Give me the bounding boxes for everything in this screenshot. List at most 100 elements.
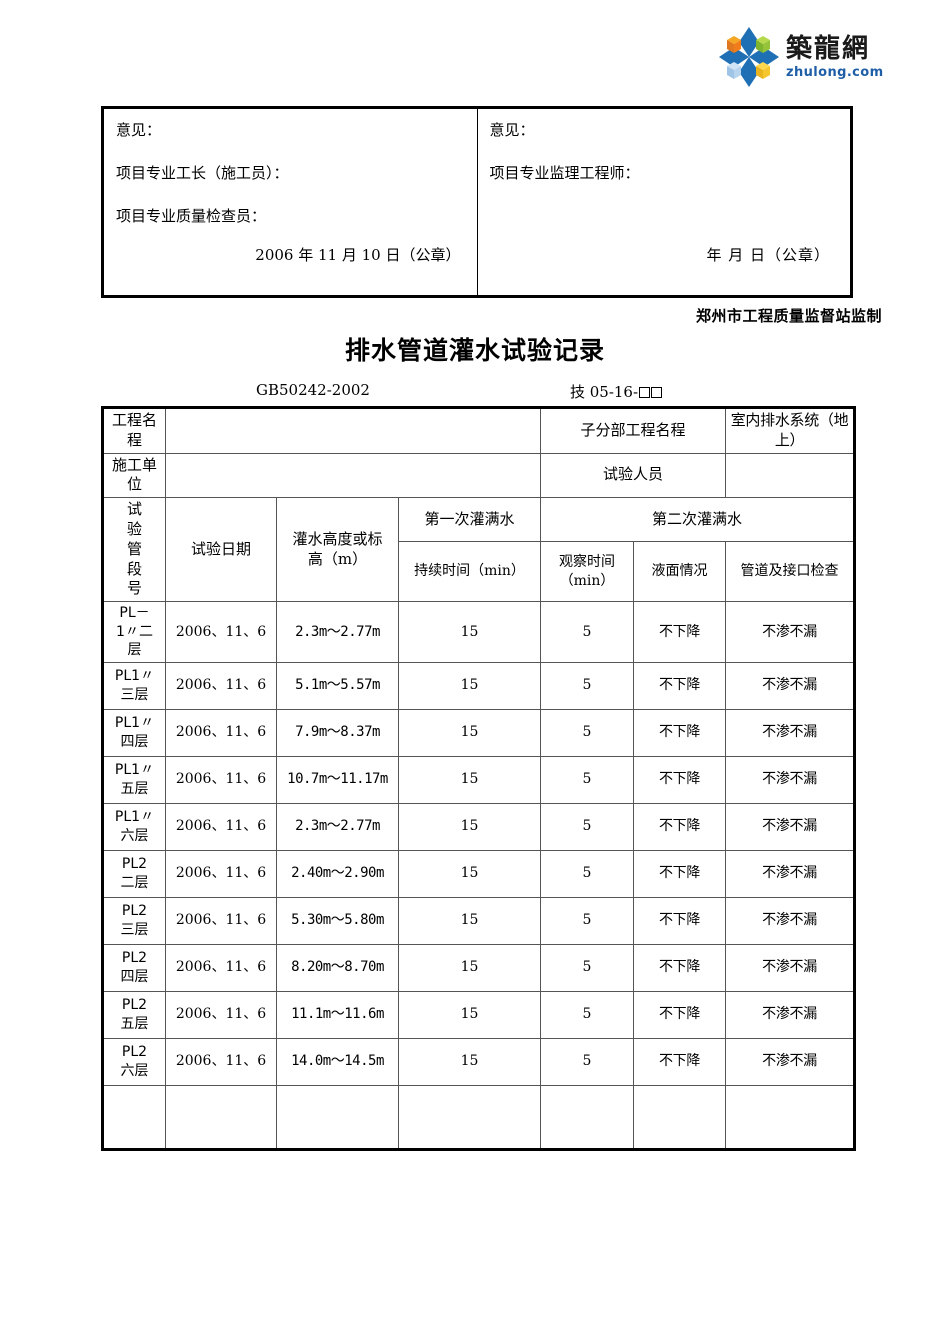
cell-surface-state[interactable]: 不下降	[633, 990, 727, 1039]
cell-pipe-joint-check[interactable]: 不渗不漏	[725, 943, 855, 992]
cell-pipe-joint-check[interactable]: 不渗不漏	[725, 896, 855, 945]
project-name-value[interactable]	[164, 407, 542, 454]
construction-unit-label: 施工单位	[102, 452, 166, 499]
cell-duration[interactable]	[397, 1084, 542, 1150]
cell-test-date[interactable]: 2006、11、6	[165, 661, 277, 710]
cell-water-height[interactable]: 5.30m～5.80m	[276, 896, 399, 945]
cell-duration[interactable]: 15	[397, 896, 542, 945]
logo-domain-text: zhulong.com	[786, 64, 884, 80]
table-row: PL1〃 六层 2006、11、6 2.3m～2.77m 15 5 不下降 不渗不…	[102, 802, 855, 851]
cell-water-height[interactable]: 14.0m～14.5m	[276, 1037, 399, 1086]
col-header-duration: 持续时间（min）	[398, 541, 542, 603]
cell-test-date[interactable]: 2006、11、6	[165, 708, 277, 757]
cell-observe-time[interactable]: 5	[540, 661, 635, 710]
cell-segment-no[interactable]: PL2 二层	[102, 849, 166, 898]
cell-duration[interactable]: 15	[397, 601, 542, 663]
cell-test-date[interactable]: 2006、11、6	[165, 896, 277, 945]
cell-test-date[interactable]: 2006、11、6	[165, 802, 277, 851]
cell-observe-time[interactable]: 5	[540, 708, 635, 757]
signature-cell-supervision: 意见： 项目专业监理工程师： 年 月 日（公章）	[478, 109, 851, 295]
cell-duration[interactable]: 15	[397, 1037, 542, 1086]
cell-water-height[interactable]: 5.1m～5.57m	[276, 661, 399, 710]
cell-surface-state[interactable]: 不下降	[633, 896, 727, 945]
cell-duration[interactable]: 15	[397, 943, 542, 992]
form-code-prefix: 技 05-16-	[569, 383, 639, 401]
cell-surface-state[interactable]: 不下降	[633, 849, 727, 898]
cell-water-height[interactable]: 2.3m～2.77m	[276, 802, 399, 851]
cell-pipe-joint-check[interactable]: 不渗不漏	[725, 990, 855, 1039]
col-header-pipe-joint-check: 管道及接口检查	[725, 541, 855, 603]
cell-pipe-joint-check[interactable]: 不渗不漏	[725, 708, 855, 757]
cell-test-date[interactable]: 2006、11、6	[165, 755, 277, 804]
cell-duration[interactable]: 15	[397, 708, 542, 757]
table-row: PL2 二层 2006、11、6 2.40m～2.90m 15 5 不下降 不渗不…	[102, 849, 855, 898]
cell-surface-state[interactable]: 不下降	[633, 708, 727, 757]
cell-surface-state[interactable]: 不下降	[633, 755, 727, 804]
cell-pipe-joint-check[interactable]: 不渗不漏	[725, 601, 855, 663]
cell-segment-no[interactable]: PL1〃 五层	[102, 755, 166, 804]
col-header-water-height: 灌水高度或标 高（m）	[276, 497, 399, 603]
cell-test-date[interactable]: 2006、11、6	[165, 943, 277, 992]
form-code-blank-2[interactable]	[651, 387, 663, 398]
opinion-label-right: 意见：	[489, 121, 535, 139]
cell-water-height[interactable]: 2.40m～2.90m	[276, 849, 399, 898]
cell-water-height[interactable]: 7.9m～8.37m	[276, 708, 399, 757]
tester-label: 试验人员	[540, 452, 727, 499]
cell-surface-state[interactable]: 不下降	[633, 661, 727, 710]
cell-surface-state[interactable]: 不下降	[633, 1037, 727, 1086]
cell-segment-no[interactable]: PL2 四层	[102, 943, 166, 992]
cell-segment-no[interactable]: PL2 五层	[102, 990, 166, 1039]
cell-water-height[interactable]: 8.20m～8.70m	[276, 943, 399, 992]
cell-observe-time[interactable]: 5	[540, 802, 635, 851]
cell-water-height[interactable]: 2.3m～2.77m	[276, 601, 399, 663]
sub-project-value[interactable]: 室内排水系统（地上）	[725, 407, 855, 454]
role-supervising-engineer-label: 项目专业监理工程师：	[489, 164, 640, 182]
cell-pipe-joint-check[interactable]	[725, 1084, 855, 1150]
cell-duration[interactable]: 15	[397, 661, 542, 710]
cell-duration[interactable]: 15	[397, 802, 542, 851]
cell-water-height[interactable]: 10.7m～11.17m	[276, 755, 399, 804]
cell-pipe-joint-check[interactable]: 不渗不漏	[725, 1037, 855, 1086]
table-row: PL1〃 四层 2006、11、6 7.9m～8.37m 15 5 不下降 不渗不…	[102, 708, 855, 757]
cell-water-height[interactable]: 11.1m～11.6m	[276, 990, 399, 1039]
cell-observe-time[interactable]: 5	[540, 849, 635, 898]
zhulong-flower-logo-icon	[718, 26, 780, 88]
cell-segment-no[interactable]: PL1〃 三层	[102, 661, 166, 710]
cell-observe-time[interactable]: 5	[540, 1037, 635, 1086]
table-row: PL2 三层 2006、11、6 5.30m～5.80m 15 5 不下降 不渗不…	[102, 896, 855, 945]
cell-pipe-joint-check[interactable]: 不渗不漏	[725, 755, 855, 804]
cell-duration[interactable]: 15	[397, 990, 542, 1039]
cell-pipe-joint-check[interactable]: 不渗不漏	[725, 661, 855, 710]
cell-surface-state[interactable]: 不下降	[633, 802, 727, 851]
cell-surface-state[interactable]	[633, 1084, 727, 1150]
cell-segment-no[interactable]: PL2 三层	[102, 896, 166, 945]
cell-observe-time[interactable]: 5	[540, 896, 635, 945]
cell-test-date[interactable]: 2006、11、6	[165, 601, 277, 663]
cell-segment-no[interactable]	[102, 1084, 166, 1150]
cell-water-height[interactable]	[276, 1084, 399, 1150]
cell-surface-state[interactable]: 不下降	[633, 601, 727, 663]
cell-segment-no[interactable]: PL1〃 四层	[102, 708, 166, 757]
cell-test-date[interactable]: 2006、11、6	[165, 1037, 277, 1086]
cell-observe-time[interactable]: 5	[540, 755, 635, 804]
cell-test-date[interactable]: 2006、11、6	[165, 990, 277, 1039]
cell-segment-no[interactable]: PL2 六层	[102, 1037, 166, 1086]
cell-segment-no[interactable]: PL1〃 六层	[102, 802, 166, 851]
cell-test-date[interactable]	[165, 1084, 277, 1150]
cell-observe-time[interactable]	[540, 1084, 635, 1150]
cell-observe-time[interactable]: 5	[540, 943, 635, 992]
tester-value[interactable]	[725, 452, 855, 499]
cell-pipe-joint-check[interactable]: 不渗不漏	[725, 802, 855, 851]
cell-test-date[interactable]: 2006、11、6	[165, 849, 277, 898]
signature-date-right: 年 月 日（公章）	[706, 246, 830, 264]
form-code-blank-1[interactable]	[639, 387, 651, 398]
signature-cell-construction: 意见： 项目专业工长（施工员）： 项目专业质量检查员： 2006 年 11 月 …	[104, 109, 478, 295]
cell-pipe-joint-check[interactable]: 不渗不漏	[725, 849, 855, 898]
cell-duration[interactable]: 15	[397, 755, 542, 804]
cell-surface-state[interactable]: 不下降	[633, 943, 727, 992]
cell-observe-time[interactable]: 5	[540, 601, 635, 663]
construction-unit-value[interactable]	[164, 452, 542, 499]
cell-duration[interactable]: 15	[397, 849, 542, 898]
cell-segment-no[interactable]: PL－ 1〃二层	[102, 601, 166, 663]
cell-observe-time[interactable]: 5	[540, 990, 635, 1039]
